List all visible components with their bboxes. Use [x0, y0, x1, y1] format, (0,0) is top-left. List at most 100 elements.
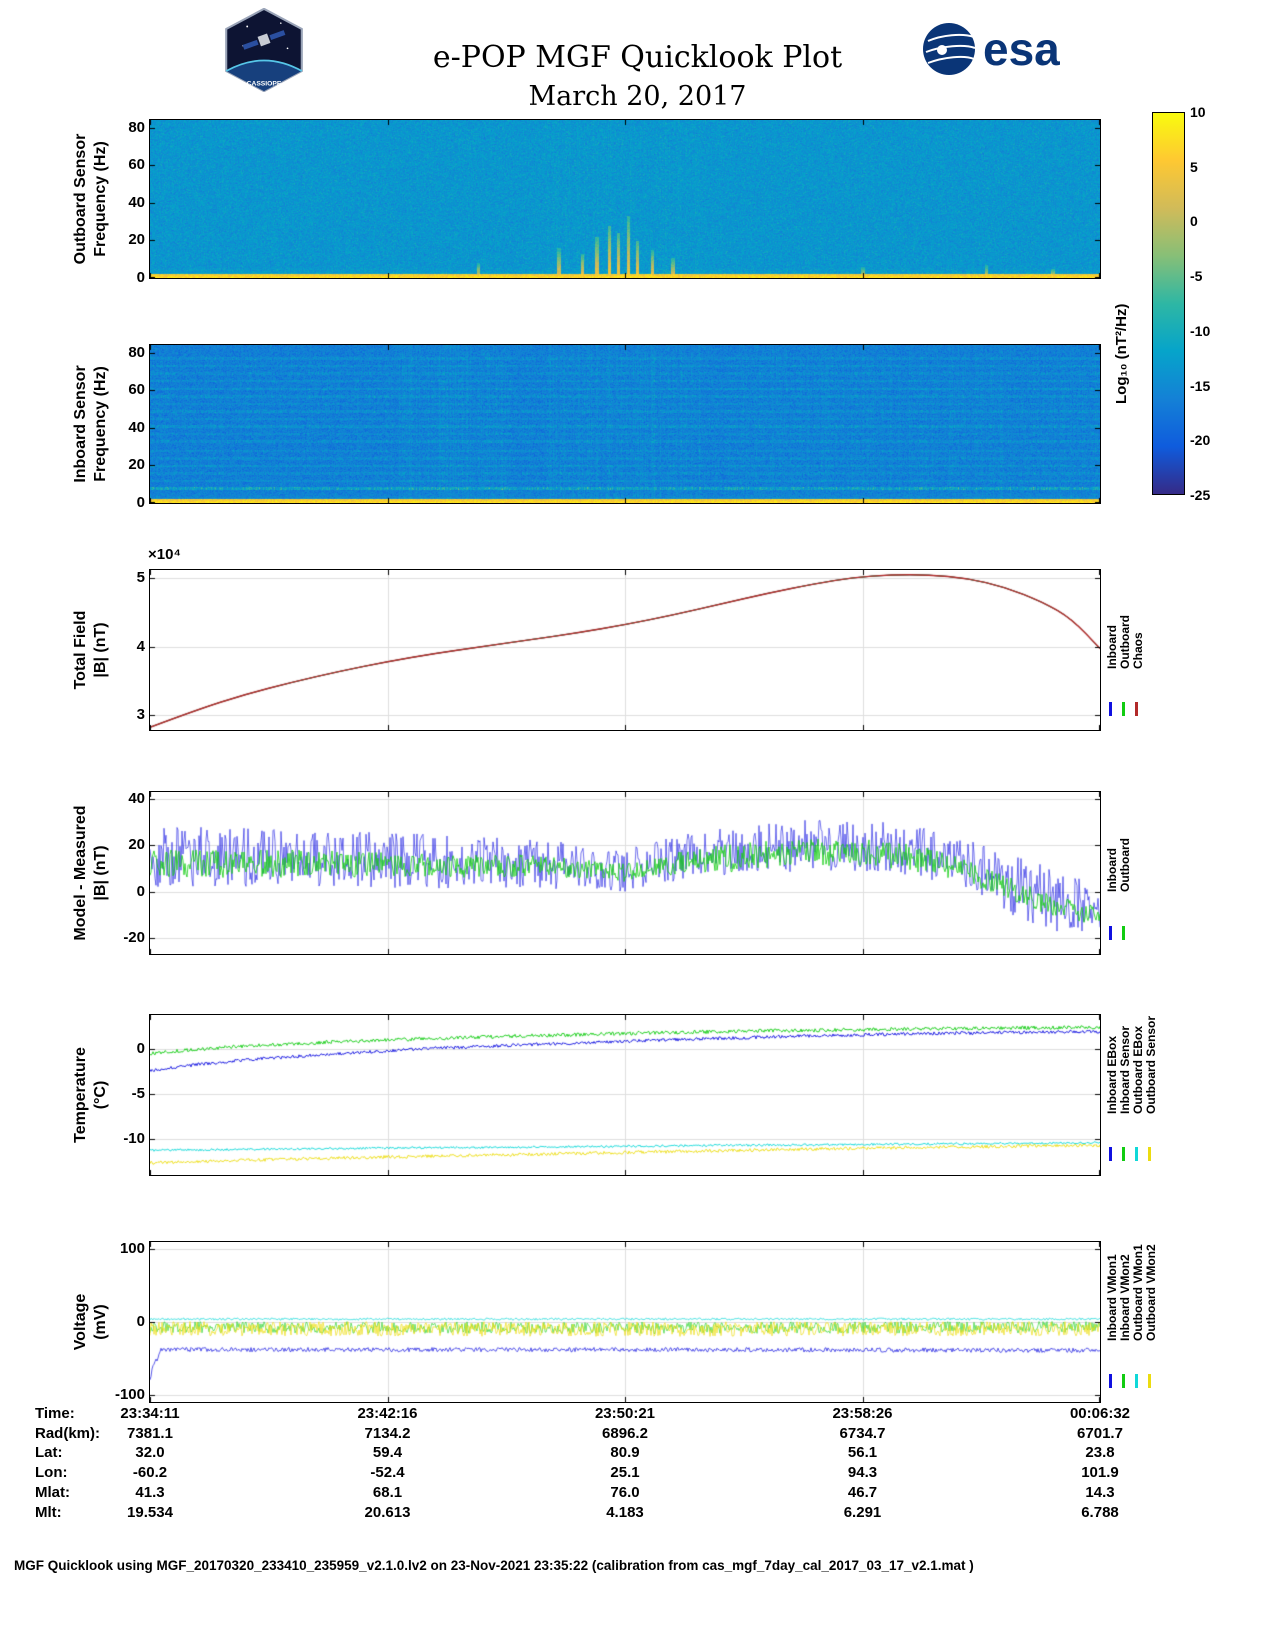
y-tick-label: 0 [136, 1040, 145, 1058]
ephemeris-row-label: Lat: [35, 1444, 63, 1462]
footer-caption: MGF Quicklook using MGF_20170320_233410_… [14, 1558, 974, 1573]
ephemeris-value: 32.0 [135, 1444, 165, 1462]
ephemeris-value: 19.534 [127, 1503, 173, 1521]
y-tick-label: 80 [128, 118, 145, 136]
ephemeris-row-label: Rad(km): [35, 1424, 101, 1442]
y-tick-label: 0 [136, 1313, 145, 1330]
y-tick-label: 100 [119, 1240, 145, 1258]
ephemeris-value: 23.8 [1085, 1444, 1115, 1462]
chart-canvas-inboard-spectrogram [149, 344, 1101, 504]
ephemeris-value: 6.788 [1081, 1503, 1119, 1521]
ephemeris-row-label: Mlat: [35, 1483, 70, 1501]
esa-globe-icon [923, 23, 976, 75]
ephemeris-value: 23:50:21 [594, 1405, 656, 1422]
y-tick-label: -20 [123, 928, 145, 946]
legend-mark [1122, 702, 1125, 716]
ephemeris-row: Lat: 32.0 59.4 80.9 56.1 23.8 [0, 1444, 1275, 1464]
patch-satellite-icon [242, 30, 286, 50]
ephemeris-row: Rad(km): 7381.1 7134.2 6896.2 6734.7 6701.7 [0, 1425, 1275, 1445]
legend-mark [1109, 702, 1112, 716]
ephemeris-row: Mlat: 41.3 68.1 76.0 46.7 14.3 [0, 1484, 1275, 1504]
y-tick-label: 60 [128, 156, 145, 174]
ephemeris-value: 7381.1 [127, 1424, 173, 1442]
chart-canvas-voltage [149, 1241, 1101, 1403]
y-tick-label: 40 [128, 789, 145, 807]
figure-date: March 20, 2017 [528, 81, 747, 112]
chart-canvas-outboard-spectrogram [149, 119, 1101, 279]
ephemeris-value: 23:58:26 [832, 1405, 893, 1422]
y-tick-label: -100 [114, 1385, 145, 1403]
ephemeris-value: -60.2 [132, 1464, 168, 1482]
ephemeris-value: 7134.2 [364, 1424, 411, 1442]
ephemeris-value: 00:06:32 [1069, 1405, 1131, 1422]
ephemeris-row: Lon: -60.2 -52.4 25.1 94.3 101.9 [0, 1464, 1275, 1484]
ephemeris-value: 4.183 [606, 1503, 644, 1521]
colorbar-label: Log₁₀ (nT²/Hz) [1113, 303, 1130, 404]
ephemeris-value: 6.291 [843, 1503, 882, 1521]
legend-mark [1122, 926, 1125, 940]
ephemeris-value: 68.1 [372, 1483, 403, 1501]
y-tick-label: 0 [136, 269, 145, 286]
esa-logo-text: esa [983, 23, 1060, 75]
ephemeris-row-label: Mlt: [35, 1503, 62, 1521]
legend-label: Outboard Sensor [1144, 1015, 1158, 1114]
ephemeris-value: 6734.7 [839, 1424, 886, 1442]
legend-mark [1135, 702, 1138, 716]
ephemeris-value: 20.613 [364, 1503, 411, 1521]
ephemeris-value: 80.9 [610, 1444, 640, 1462]
legend-mark [1135, 1147, 1138, 1161]
y-tick-label: 80 [128, 343, 145, 361]
ephemeris-value: 25.1 [610, 1464, 640, 1482]
y-tick-label: 20 [128, 456, 145, 474]
ephemeris-value: 41.3 [135, 1483, 165, 1501]
ephemeris-row-label: Time: [35, 1405, 75, 1422]
ephemeris-value: 94.3 [847, 1464, 878, 1482]
colorbar-tick-label: 10 [1190, 104, 1206, 120]
legend-mark [1109, 1374, 1112, 1388]
ephemeris-value: 101.9 [1081, 1464, 1119, 1482]
y-tick-label: -10 [123, 1130, 145, 1148]
colorbar-tick-label: 0 [1190, 213, 1198, 230]
legend-mark [1148, 1147, 1151, 1161]
ephemeris-value: -52.4 [370, 1464, 405, 1482]
y-axis-exponent-label: ×10⁴ [148, 546, 181, 563]
y-tick-label: 4 [136, 637, 145, 655]
ephemeris-value: 59.4 [372, 1444, 403, 1462]
colorbar-tick-label: 5 [1190, 158, 1198, 175]
ephemeris-row: Mlt: 19.534 20.613 4.183 6.291 6.788 [0, 1504, 1275, 1524]
chart-canvas-temperature [149, 1014, 1101, 1176]
y-tick-label: -5 [131, 1085, 145, 1103]
figure-title: e-POP MGF Quicklook Plot [432, 40, 843, 75]
colorbar-tick-label: -25 [1190, 487, 1211, 503]
colorbar-tick-label: -10 [1190, 322, 1211, 339]
ephemeris-value: 23:42:16 [357, 1405, 418, 1422]
legend-label: Outboard VMon2 [1144, 1244, 1158, 1341]
y-tick-label: 0 [136, 882, 145, 900]
patch-earth [226, 59, 302, 92]
colorbar-tick-label: -5 [1190, 268, 1203, 285]
chart-canvas-total-field [149, 569, 1101, 731]
legend-mark [1122, 1147, 1125, 1161]
legend-mark [1109, 1147, 1112, 1161]
ephemeris-value: 6896.2 [602, 1424, 648, 1442]
y-axis-label-text: Model - Measured |B| (nT) [72, 805, 109, 941]
colorbar-tick-label: -20 [1190, 432, 1211, 449]
y-tick-label: 40 [128, 418, 145, 436]
cassiope-logo-text: CASSIOPE [247, 80, 282, 87]
legend-mark [1135, 1374, 1138, 1388]
legend-label: Chaos [1131, 632, 1145, 669]
y-tick-label: 0 [136, 494, 145, 511]
ephemeris-value: 6701.7 [1077, 1424, 1123, 1442]
y-tick-label: 40 [128, 193, 145, 211]
legend-mark [1148, 1374, 1151, 1388]
y-tick-label: 60 [128, 381, 145, 399]
chart-canvas-model-minus-measured [149, 791, 1101, 955]
y-tick-label: 5 [136, 569, 145, 587]
ephemeris-value: 23:34:11 [120, 1405, 180, 1422]
legend-label: Outboard [1118, 838, 1132, 892]
ephemeris-row-label: Lon: [35, 1464, 68, 1482]
colorbar [1152, 112, 1185, 495]
y-tick-label: 20 [128, 836, 145, 854]
legend-mark [1122, 1374, 1125, 1388]
